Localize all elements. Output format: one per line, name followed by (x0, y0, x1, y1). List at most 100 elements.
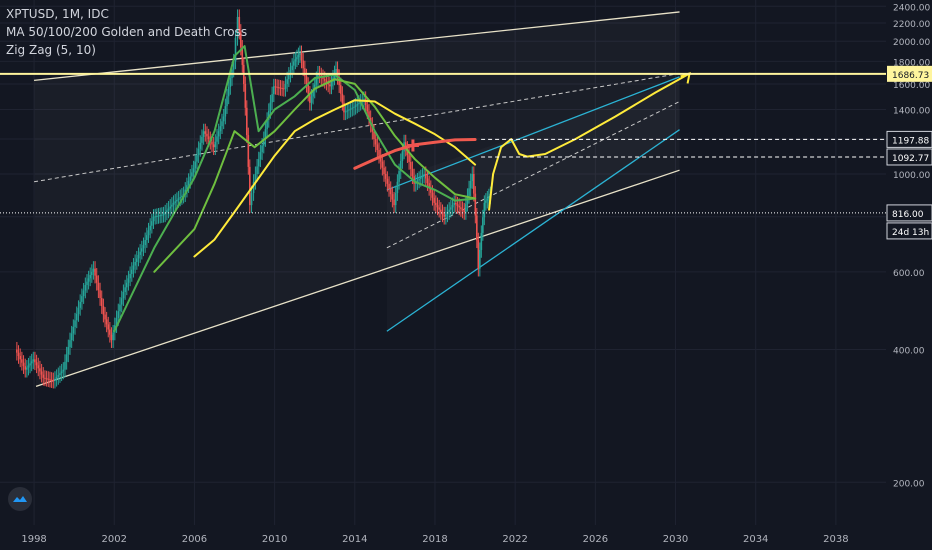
candle-body (44, 377, 46, 379)
symbol-title[interactable]: XPTUSD, 1M, IDC (6, 7, 109, 21)
x-tick-label: 2010 (262, 534, 287, 545)
candle-body (438, 207, 440, 210)
candle-body (47, 378, 50, 380)
candle-body (353, 106, 355, 108)
candle-body (291, 65, 293, 71)
candle-body (55, 376, 58, 379)
candle-body (479, 249, 481, 269)
candle-body (465, 203, 467, 212)
candle-body (37, 365, 40, 369)
indicator-ma-cross[interactable]: MA 50/100/200 Golden and Death Cross (6, 25, 248, 39)
candle-body (485, 200, 487, 203)
candle-body (206, 133, 208, 137)
candle-body (373, 131, 375, 140)
candle-body (21, 359, 23, 363)
candle-body (229, 78, 232, 87)
candle-body (354, 105, 357, 107)
candle-body (152, 216, 155, 222)
series-group (16, 9, 691, 389)
candle-body (122, 292, 125, 299)
candle-body (376, 144, 379, 150)
candle-body (172, 202, 175, 205)
candle-body (348, 109, 350, 111)
candle-body (469, 180, 472, 189)
candle-body (132, 265, 135, 270)
candle-body (339, 85, 342, 94)
candle-body (451, 205, 454, 208)
candle-body (224, 106, 227, 117)
candle-body (102, 306, 105, 315)
candle-body (217, 131, 220, 137)
candle-body (77, 307, 80, 314)
candle-body (313, 84, 316, 91)
candle-body (448, 209, 450, 212)
price-label-1686.73: 1686.73 (892, 71, 929, 81)
candle-body (396, 181, 399, 194)
candle-body (124, 287, 126, 293)
candle-body (366, 105, 369, 112)
candle-body (483, 202, 486, 218)
candle-body (49, 379, 51, 381)
price-label-1092.77: 1092.77 (892, 154, 929, 164)
candles-group (16, 9, 492, 389)
candle-body (202, 131, 205, 137)
candle-body (293, 61, 295, 66)
candle-body (39, 368, 41, 372)
candle-body (419, 177, 422, 179)
candle-body (32, 359, 35, 362)
candle-body (249, 166, 251, 206)
price-lines (0, 72, 886, 214)
tradingview-logo-icon[interactable] (8, 487, 32, 511)
candle-body (315, 78, 318, 85)
candle-body (99, 290, 101, 299)
candle-body (40, 371, 43, 375)
candle-body (261, 145, 263, 153)
candle-body (159, 215, 161, 217)
price-label-1197.88: 1197.88 (892, 136, 929, 146)
candle-body (162, 214, 165, 216)
candle-body (453, 202, 455, 206)
candle-body (238, 16, 241, 32)
candle-body (421, 175, 424, 178)
candle-body (383, 167, 385, 174)
candle-body (259, 152, 262, 160)
indicator-zigzag[interactable]: Zig Zag (5, 10) (6, 43, 96, 57)
candle-body (401, 151, 404, 162)
candle-body (67, 347, 70, 355)
candle-body (22, 362, 25, 367)
x-tick-label: 2014 (342, 534, 367, 545)
price-label-box (887, 65, 932, 82)
candle-body (57, 375, 60, 377)
candle-body (244, 83, 247, 108)
candle-body (207, 136, 210, 140)
chart-grid (0, 0, 886, 525)
candle-body (137, 255, 140, 259)
candle-body (378, 149, 380, 156)
candle-body (50, 379, 53, 381)
candle-body (219, 126, 222, 132)
candle-body (130, 269, 133, 274)
candle-body (455, 202, 457, 205)
candle-body (297, 55, 300, 58)
candle-body (341, 93, 344, 103)
y-tick-label: 2400.00 (893, 3, 930, 13)
candle-body (374, 139, 377, 145)
candle-body (84, 285, 87, 291)
channel-upper-line (34, 11, 680, 82)
candle-body (381, 161, 384, 168)
x-tick-label: 1998 (21, 534, 46, 545)
candle-body (252, 181, 255, 194)
candle-body (271, 94, 273, 103)
candle-body (482, 217, 484, 233)
candle-body (167, 208, 170, 211)
candle-body (236, 16, 239, 38)
candle-body (151, 221, 153, 226)
candle-body (196, 155, 198, 162)
candle-body (234, 37, 237, 62)
candle-body (486, 198, 489, 201)
candle-body (109, 329, 111, 335)
candle-body (105, 319, 108, 325)
price-label-box (886, 130, 932, 148)
candle-body (232, 61, 235, 70)
